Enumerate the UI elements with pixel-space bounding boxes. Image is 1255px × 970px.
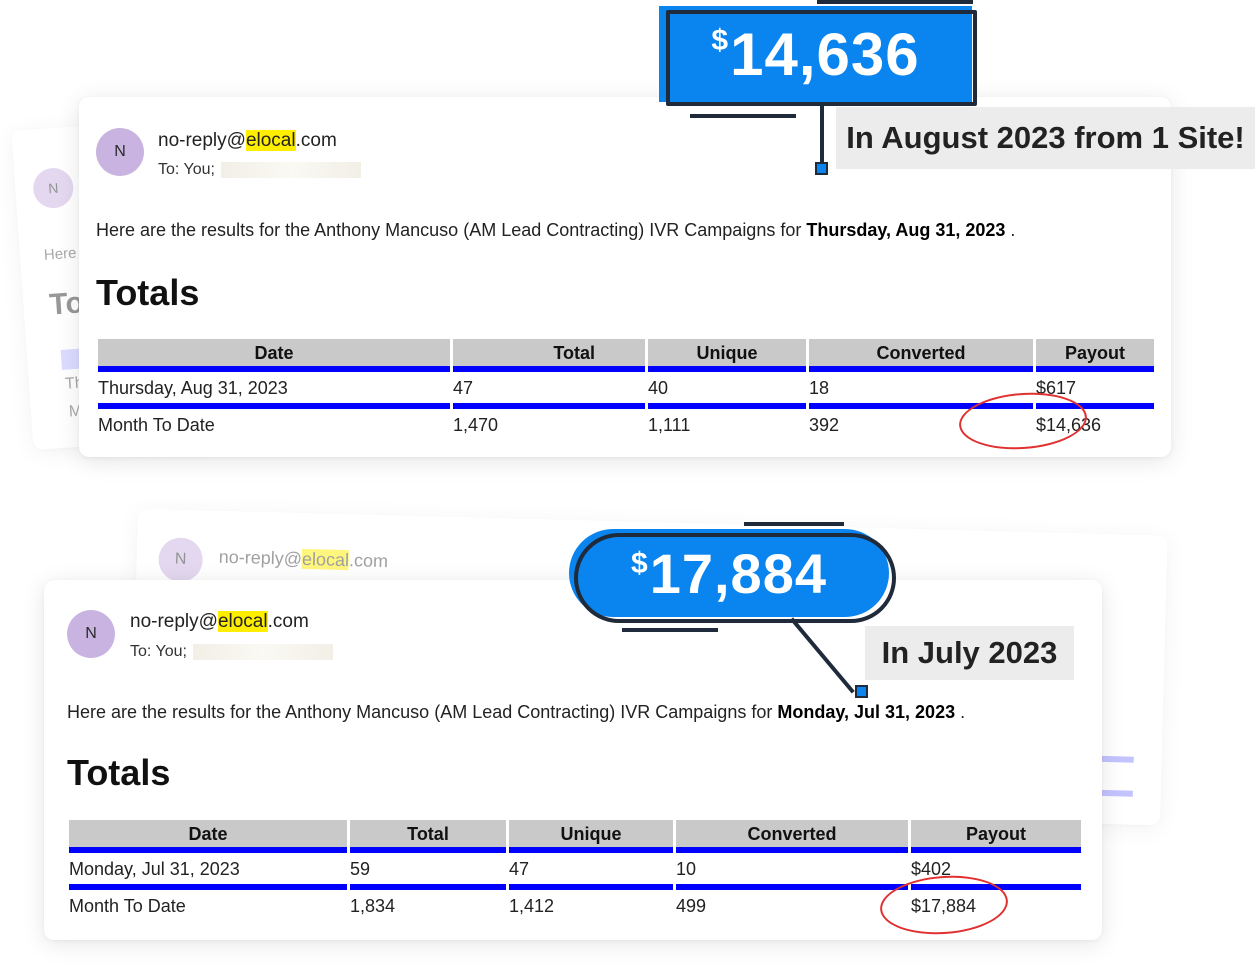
column-header-unique: Unique	[509, 820, 673, 853]
intro-text: Here are the results for the Anthony Man…	[67, 702, 778, 722]
intro-end: .	[955, 702, 966, 722]
recipient-label: To: You;	[158, 161, 215, 178]
callout-underline-bottom	[622, 628, 718, 632]
cell-converted: 10	[676, 853, 908, 890]
callout-stroke-bottom	[744, 522, 844, 526]
intro-date: Monday, Jul 31, 2023	[777, 702, 956, 722]
sender-prefix: no-reply@	[130, 611, 218, 632]
recipient-line: To: You;	[130, 643, 333, 661]
currency-symbol: $	[631, 547, 648, 580]
sender-suffix: .com	[267, 611, 309, 632]
results-table: Date Total Unique Converted Payout Thurs…	[95, 339, 1157, 440]
ghost-sender-suffix: .com	[348, 550, 389, 572]
cell-total: 59	[350, 853, 506, 890]
recipient-redacted	[220, 161, 361, 178]
table-row: Month To Date 1,834 1,412 499 $17,884	[69, 890, 1081, 921]
column-header-date: Date	[98, 339, 450, 372]
recipient-label: To: You;	[130, 643, 187, 660]
column-header-converted: Converted	[676, 820, 908, 853]
august-amount-callout: $ 14,636	[659, 6, 972, 102]
cell-payout: $402	[911, 853, 1081, 890]
callout-pointer-top	[820, 106, 824, 166]
cell-date: Thursday, Aug 31, 2023	[98, 372, 450, 409]
recipient-line: To: You;	[158, 161, 361, 179]
cell-unique: 1,412	[509, 896, 555, 916]
ghost-sender-address: no-reply@elocal.com	[218, 547, 388, 572]
sender-highlight: elocal	[217, 611, 268, 632]
email-intro: Here are the results for the Anthony Man…	[67, 702, 965, 723]
cell-date: Month To Date	[98, 415, 215, 435]
ghost-table-rule	[1100, 789, 1133, 797]
july-caption: In July 2023	[865, 626, 1074, 680]
sender-suffix: .com	[295, 130, 337, 151]
section-title: Totals	[67, 752, 171, 793]
intro-end: .	[1005, 220, 1016, 240]
table-row: Month To Date 1,470 1,111 392 $14,636	[98, 409, 1154, 440]
august-caption: In August 2023 from 1 Site!	[836, 107, 1255, 169]
july-amount: 17,884	[649, 541, 827, 605]
cell-converted: 392	[809, 415, 840, 435]
recipient-redacted	[192, 643, 333, 660]
table-row: Monday, Jul 31, 2023 59 47 10 $402	[69, 853, 1081, 890]
column-header-payout: Payout	[1036, 339, 1154, 372]
column-header-total: Total	[453, 339, 645, 372]
email-intro: Here are the results for the Anthony Man…	[96, 220, 1015, 241]
july-amount-callout: $ 17,884	[569, 529, 889, 617]
sender-avatar: N	[96, 128, 144, 176]
ghost-avatar: N	[158, 537, 204, 583]
currency-symbol: $	[711, 24, 729, 57]
callout-frame-top	[666, 10, 977, 106]
callout-pointer-dot-top	[815, 162, 828, 175]
table-row: Thursday, Aug 31, 2023 47 40 18 $617	[98, 372, 1154, 409]
callout-underline-top	[690, 114, 796, 118]
ghost-intro-fragment: Here	[43, 244, 77, 264]
cell-unique: 40	[648, 372, 806, 409]
column-header-total: Total	[350, 820, 506, 853]
cell-payout: $17,884	[911, 896, 977, 916]
cell-converted: 499	[676, 896, 707, 916]
sender-address[interactable]: no-reply@elocal.com	[158, 130, 337, 152]
callout-frame-bottom	[574, 533, 896, 623]
ghost-avatar: N	[31, 166, 75, 210]
ghost-sender-highlight: elocal	[301, 548, 350, 571]
cell-converted: 18	[809, 372, 1033, 409]
sender-prefix: no-reply@	[158, 130, 246, 151]
results-table: Date Total Unique Converted Payout Monda…	[66, 820, 1084, 921]
ghost-sender-prefix: no-reply@	[218, 546, 303, 569]
column-header-unique: Unique	[648, 339, 806, 372]
cell-total: 47	[453, 372, 645, 409]
cell-payout: $617	[1036, 372, 1154, 409]
column-header-date: Date	[69, 820, 347, 853]
ghost-table-rule	[1101, 755, 1134, 763]
intro-text: Here are the results for the Anthony Man…	[96, 220, 807, 240]
cell-total: 1,834	[350, 896, 396, 916]
intro-date: Thursday, Aug 31, 2023	[806, 220, 1006, 240]
cell-total: 1,470	[453, 415, 499, 435]
sender-avatar: N	[67, 610, 115, 658]
sender-address[interactable]: no-reply@elocal.com	[130, 611, 309, 633]
column-header-converted: Converted	[809, 339, 1033, 372]
callout-pointer-dot-bottom	[855, 685, 868, 698]
section-title: Totals	[96, 272, 200, 313]
sender-highlight: elocal	[245, 130, 296, 151]
cell-unique: 47	[509, 853, 673, 890]
callout-stroke-top	[817, 0, 973, 4]
email-card-july: N no-reply@elocal.com To: You; Here are …	[44, 580, 1102, 940]
cell-date: Month To Date	[69, 896, 186, 916]
column-header-payout: Payout	[911, 820, 1081, 853]
august-amount: 14,636	[730, 20, 920, 88]
cell-payout: $14,636	[1036, 415, 1102, 435]
cell-unique: 1,111	[648, 415, 691, 435]
cell-date: Monday, Jul 31, 2023	[69, 853, 347, 890]
